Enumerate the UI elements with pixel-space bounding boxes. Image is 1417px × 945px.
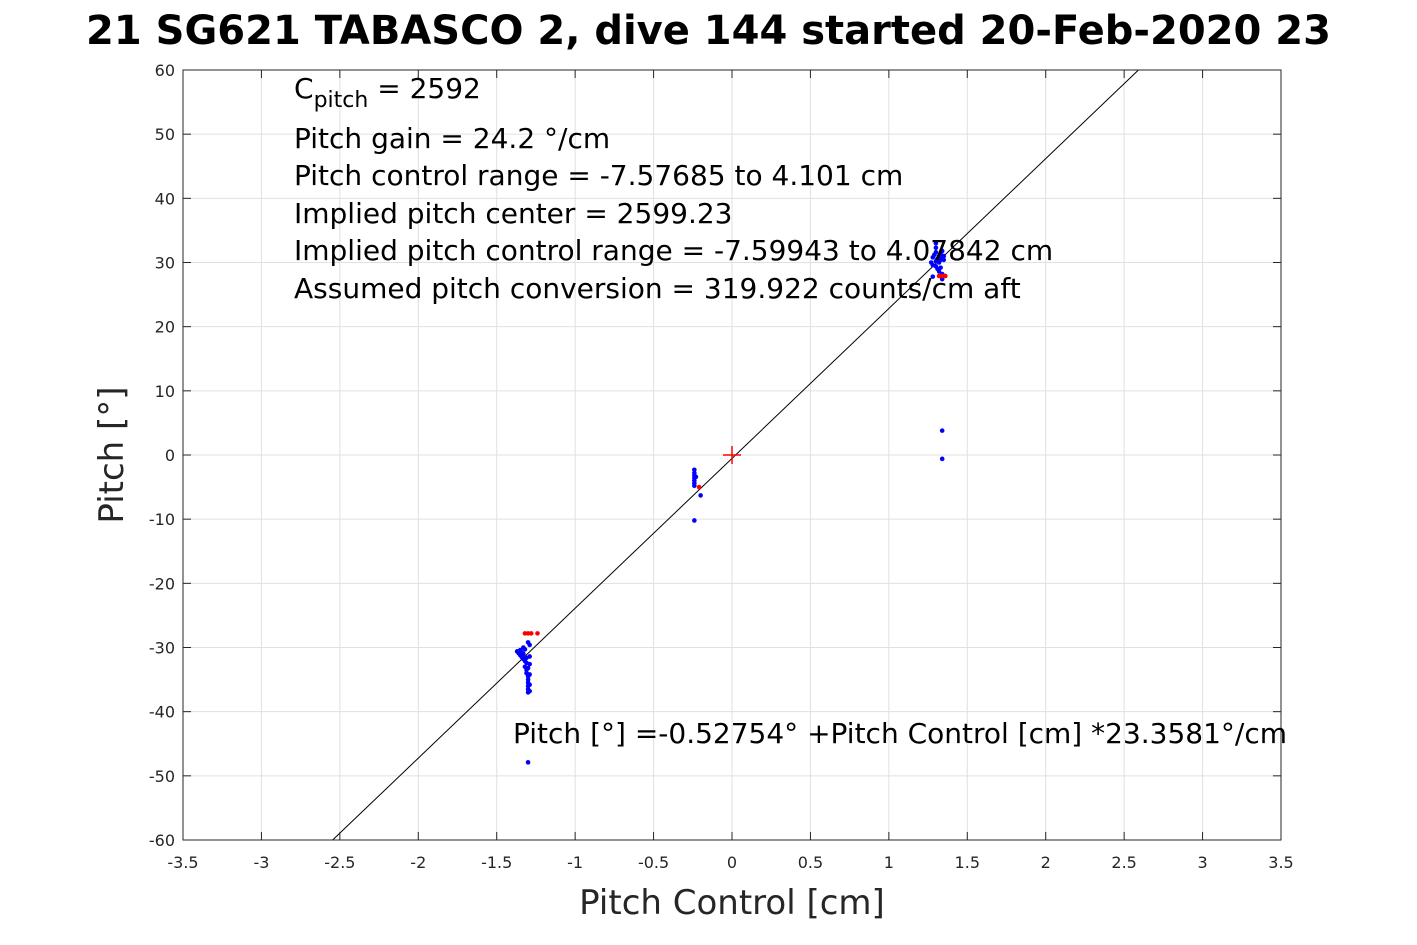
y-tick-label: 10 xyxy=(155,382,175,401)
assumed-pitch-conversion-annotation: Assumed pitch conversion = 319.922 count… xyxy=(294,272,1021,305)
blue-data-point xyxy=(933,240,939,246)
fit-equation-annotation: Pitch [°] =-0.52754° +Pitch Control [cm]… xyxy=(513,717,1287,750)
blue-data-point xyxy=(939,428,945,433)
x-tick-label: -3.5 xyxy=(167,853,198,872)
x-tick-label: 2.5 xyxy=(1111,853,1136,872)
x-tick-label: 0 xyxy=(727,853,737,872)
blue-data-point xyxy=(525,760,531,765)
x-axis-label: Pitch Control [cm] xyxy=(579,883,885,923)
x-tick-label: 1.5 xyxy=(955,853,980,872)
blue-data-point xyxy=(939,276,945,282)
x-tick-label: 1 xyxy=(884,853,894,872)
y-tick-label: 20 xyxy=(155,318,175,337)
cpitch-value: = 2592 xyxy=(368,72,481,105)
y-tick-label: 0 xyxy=(165,446,175,465)
blue-data-point xyxy=(941,257,947,263)
cpitch-subscript: pitch xyxy=(314,88,369,113)
y-tick-label: 30 xyxy=(155,254,175,273)
x-tick-label: 3 xyxy=(1197,853,1207,872)
blue-data-point xyxy=(525,640,531,645)
x-tick-label: 2 xyxy=(1041,853,1051,872)
y-tick-label: -10 xyxy=(149,510,175,529)
blue-data-point xyxy=(527,654,532,659)
red-data-point xyxy=(696,484,702,490)
x-tick-label: 0.5 xyxy=(798,853,823,872)
red-data-point xyxy=(943,273,948,279)
y-tick-label: -60 xyxy=(149,831,175,850)
blue-data-point xyxy=(693,474,699,480)
blue-data-point xyxy=(933,245,939,251)
x-tick-label: -2.5 xyxy=(324,853,355,872)
x-tick-label: -2 xyxy=(410,853,426,872)
blue-data-point xyxy=(521,651,526,657)
blue-data-point xyxy=(525,677,531,682)
blue-data-point xyxy=(933,249,939,255)
implied-pitch-center-annotation: Implied pitch center = 2599.23 xyxy=(294,197,732,230)
chart-title: 21 SG621 TABASCO 2, dive 144 started 20-… xyxy=(86,8,1331,54)
y-tick-label: -20 xyxy=(149,574,175,593)
x-tick-label: 3.5 xyxy=(1268,853,1293,872)
blue-data-point xyxy=(938,265,943,270)
cpitch-symbol: C xyxy=(294,72,314,105)
blue-data-point xyxy=(939,456,945,462)
data-points xyxy=(514,240,948,765)
x-tick-label: -1 xyxy=(567,853,583,872)
red-data-point xyxy=(535,631,540,636)
blue-data-point xyxy=(698,493,703,498)
axis-ticks: -3.5 -3 -2.5 -2 -1.5 -1 -0.5 0 0.5 1 1.5 2 2.5 3 3.5 -6… xyxy=(149,61,1294,872)
blue-data-point xyxy=(930,274,936,279)
info-annotations: Cpitch = 2592 Pitch gain = 24.2 °/cm Pit… xyxy=(294,72,1053,305)
y-tick-label: -40 xyxy=(149,703,175,722)
blue-data-point xyxy=(941,253,947,259)
center-marker-layer xyxy=(723,446,741,464)
y-axis-label: Pitch [°] xyxy=(92,386,132,523)
blue-data-point xyxy=(521,645,526,650)
x-tick-label: -3 xyxy=(253,853,269,872)
x-tick-label: -1.5 xyxy=(481,853,512,872)
blue-data-point xyxy=(527,682,532,688)
x-tick-label: -0.5 xyxy=(638,853,669,872)
blue-data-point xyxy=(527,672,532,677)
pitch-control-range-annotation: Pitch control range = -7.57685 to 4.101 … xyxy=(294,159,903,192)
blue-data-point xyxy=(527,661,532,667)
y-tick-label: -30 xyxy=(149,639,175,658)
blue-data-point xyxy=(692,483,697,489)
cpitch-annotation: Cpitch = 2592 xyxy=(294,72,481,113)
y-tick-label: 60 xyxy=(155,61,175,80)
blue-data-point xyxy=(936,269,942,274)
blue-data-point xyxy=(692,518,697,523)
blue-data-point xyxy=(692,467,697,473)
implied-pitch-control-range-annotation: Implied pitch control range = -7.59943 t… xyxy=(294,234,1053,267)
blue-data-point xyxy=(527,688,532,694)
blue-data-point xyxy=(939,248,945,254)
y-tick-label: 50 xyxy=(155,125,175,144)
blue-data-point xyxy=(525,665,531,671)
y-tick-label: 40 xyxy=(155,189,175,208)
y-tick-label: -50 xyxy=(149,767,175,786)
pitch-gain-annotation: Pitch gain = 24.2 °/cm xyxy=(294,122,610,155)
red-data-point xyxy=(528,631,534,636)
